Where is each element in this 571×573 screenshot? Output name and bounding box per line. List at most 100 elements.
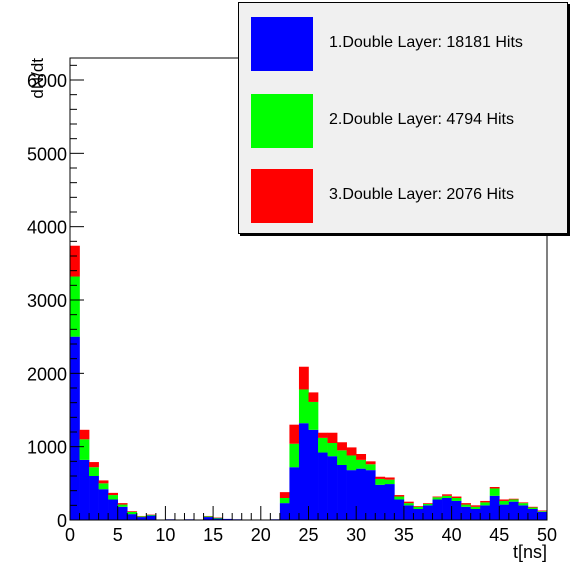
bar-series3-bin-38 — [433, 497, 443, 498]
bar-series1-bin-22 — [280, 503, 290, 520]
bar-series3-bin-36 — [413, 506, 423, 507]
bar-series1-bin-35 — [404, 505, 414, 520]
x-tick-label-4: 20 — [251, 525, 271, 545]
bar-series3-bin-49 — [537, 510, 547, 511]
bar-series1-bin-4 — [108, 499, 118, 520]
bar-series1-bin-23 — [289, 467, 299, 520]
bar-series2-bin-36 — [413, 507, 423, 509]
bar-series3-bin-6 — [127, 511, 137, 512]
bar-series2-bin-14 — [204, 516, 214, 517]
legend-swatch-2 — [251, 94, 313, 148]
bar-series3-bin-39 — [442, 494, 452, 495]
bar-series3-bin-3 — [99, 480, 109, 483]
bar-series2-bin-43 — [480, 502, 490, 505]
legend-label-3: 3.Double Layer: 2076 Hits — [329, 186, 514, 204]
legend-entry-2: 2.Double Layer: 4794 Hits — [251, 94, 561, 148]
legend-entry-3: 3.Double Layer: 2076 Hits — [251, 169, 561, 223]
bar-series2-bin-24 — [299, 389, 309, 423]
bar-series1-bin-25 — [309, 430, 319, 520]
bar-series2-bin-29 — [347, 455, 357, 470]
bar-series1-bin-39 — [442, 498, 452, 520]
bar-series2-bin-31 — [366, 464, 376, 470]
bar-series3-bin-24 — [299, 367, 309, 390]
bar-series1-bin-27 — [328, 456, 338, 520]
bar-series3-bin-30 — [356, 454, 366, 460]
bar-series1-bin-38 — [433, 499, 443, 520]
bar-series2-bin-41 — [461, 505, 471, 507]
bar-series1-bin-40 — [452, 501, 462, 520]
bar-series1-bin-29 — [347, 470, 357, 520]
bar-series3-bin-33 — [385, 477, 395, 479]
y-tick-label-5: 5000 — [27, 144, 67, 164]
bar-series1-bin-3 — [99, 489, 109, 520]
legend-swatch-3 — [251, 169, 313, 223]
bar-series3-bin-44 — [490, 487, 500, 488]
bar-series3-bin-25 — [309, 392, 319, 402]
bar-series2-bin-39 — [442, 496, 452, 498]
bar-series2-bin-44 — [490, 488, 500, 495]
bar-series2-bin-26 — [318, 438, 328, 453]
bar-series2-bin-32 — [375, 479, 385, 485]
bar-series3-bin-35 — [404, 502, 414, 503]
bar-series2-bin-2 — [89, 467, 99, 476]
x-tick-label-8: 40 — [442, 525, 462, 545]
bar-series1-bin-37 — [423, 505, 433, 520]
bar-series3-bin-47 — [518, 502, 528, 503]
bar-series1-bin-33 — [385, 484, 395, 520]
bar-series2-bin-22 — [280, 498, 290, 503]
bar-series3-bin-4 — [108, 493, 118, 495]
x-axis-label: t[ns] — [513, 542, 547, 562]
bar-series3-bin-32 — [375, 477, 385, 479]
legend-label-2: 2.Double Layer: 4794 Hits — [329, 111, 514, 129]
bar-series2-bin-45 — [499, 501, 509, 505]
bar-series3-bin-28 — [337, 442, 347, 450]
bar-series2-bin-42 — [471, 507, 481, 509]
legend-label-1: 1.Double Layer: 18181 Hits — [329, 34, 523, 52]
y-tick-label-1: 1000 — [27, 438, 67, 458]
legend: 1.Double Layer: 18181 Hits 2.Double Laye… — [238, 2, 568, 234]
bar-series1-bin-48 — [528, 509, 538, 520]
bar-series2-bin-15 — [213, 518, 223, 519]
bar-series2-bin-35 — [404, 503, 414, 505]
bar-series3-bin-40 — [452, 497, 462, 498]
bar-series3-bin-43 — [480, 501, 490, 502]
bar-series2-bin-5 — [118, 505, 128, 507]
bar-series2-bin-48 — [528, 508, 538, 509]
bar-series1-bin-34 — [394, 499, 404, 520]
bar-series2-bin-38 — [433, 497, 443, 499]
y-tick-label-4: 4000 — [27, 218, 67, 238]
bar-series3-bin-48 — [528, 507, 538, 508]
bar-series3-bin-26 — [318, 433, 328, 438]
bar-series1-bin-42 — [471, 509, 481, 520]
bar-series1-bin-46 — [509, 502, 519, 520]
bar-series2-bin-6 — [127, 512, 137, 514]
bar-series1-bin-5 — [118, 507, 128, 520]
x-tick-label-7: 35 — [394, 525, 414, 545]
bar-series2-bin-33 — [385, 480, 395, 484]
bar-series2-bin-4 — [108, 495, 118, 499]
bar-series3-bin-27 — [328, 433, 338, 443]
y-tick-label-2: 2000 — [27, 364, 67, 384]
bar-series2-bin-1 — [80, 439, 90, 460]
bar-series2-bin-23 — [289, 444, 299, 467]
bar-series1-bin-1 — [80, 460, 90, 520]
legend-entry-1: 1.Double Layer: 18181 Hits — [251, 17, 561, 71]
bar-series1-bin-44 — [490, 496, 500, 520]
x-tick-label-1: 5 — [113, 525, 123, 545]
bar-series3-bin-22 — [280, 492, 290, 498]
bar-series2-bin-28 — [337, 450, 347, 465]
bar-series2-bin-7 — [137, 516, 147, 517]
bar-series1-bin-8 — [146, 516, 156, 520]
x-tick-label-6: 30 — [346, 525, 366, 545]
bar-series3-bin-0 — [70, 246, 80, 277]
bar-series1-bin-28 — [337, 465, 347, 520]
bar-series3-bin-2 — [89, 462, 99, 467]
bar-series1-bin-43 — [480, 505, 490, 520]
bar-series3-bin-1 — [80, 430, 90, 440]
bar-series1-bin-24 — [299, 423, 309, 520]
bars-layer — [70, 246, 547, 520]
bar-series1-bin-31 — [366, 470, 376, 520]
bar-series2-bin-8 — [146, 515, 156, 516]
bar-series3-bin-45 — [499, 499, 509, 500]
